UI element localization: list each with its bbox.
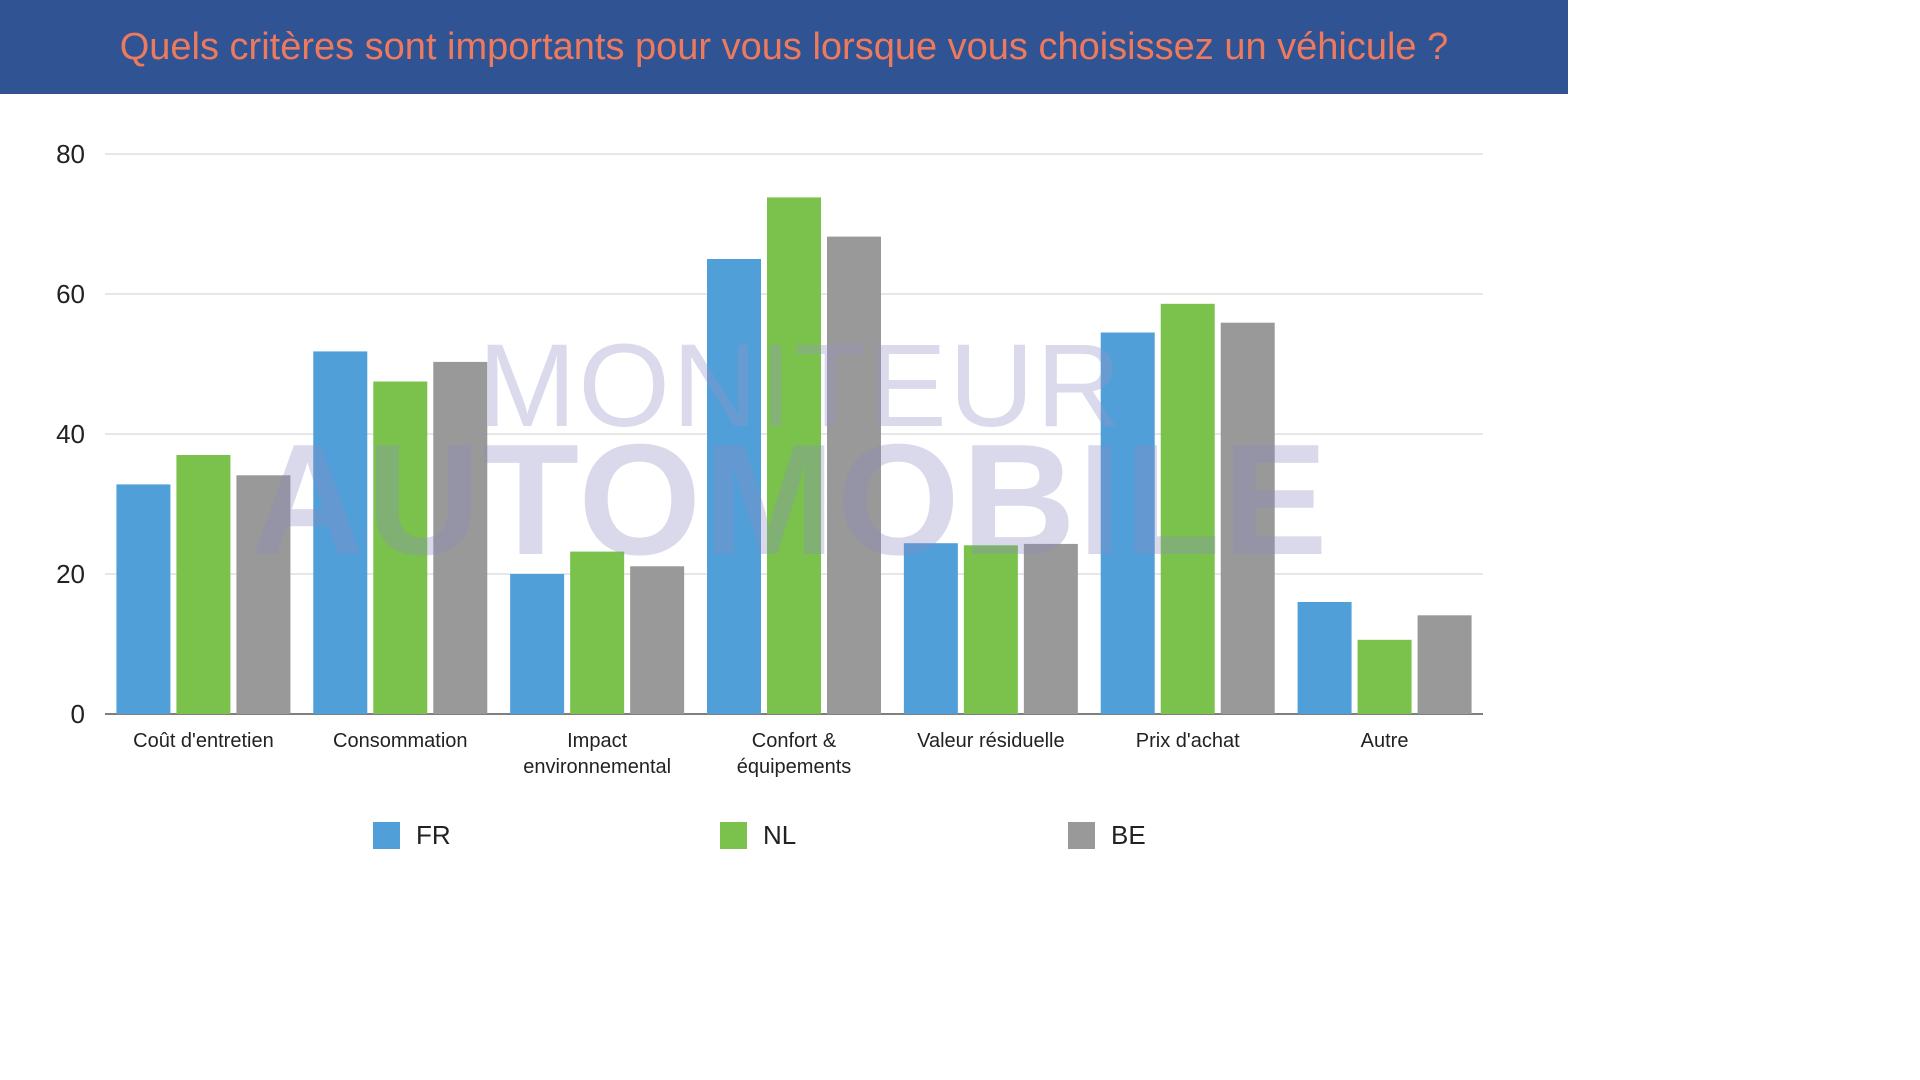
bar-fr bbox=[1100, 332, 1155, 714]
y-tick-label: 0 bbox=[71, 699, 85, 729]
x-tick-label: environnemental bbox=[523, 756, 671, 778]
legend-label-fr: FR bbox=[416, 820, 451, 850]
bar-nl bbox=[1357, 639, 1412, 714]
x-tick-label: Prix d'achat bbox=[1136, 730, 1240, 752]
chart-title: Quels critères sont importants pour vous… bbox=[119, 25, 1449, 68]
legend-swatch-nl bbox=[720, 822, 747, 849]
bar-nl bbox=[963, 545, 1018, 714]
bar-be bbox=[630, 566, 685, 714]
bar-chart: 0 20 40 60 80 Coût d'entretien Consommation Imp… bbox=[56, 139, 1483, 778]
bar-fr bbox=[510, 574, 565, 714]
legend-label-be: BE bbox=[1111, 820, 1146, 850]
bar-nl bbox=[767, 197, 821, 714]
legend-swatch-fr bbox=[373, 822, 400, 849]
legend-item-fr: FR bbox=[373, 820, 451, 851]
x-tick-label: Confort & bbox=[752, 730, 837, 752]
bar-be bbox=[1220, 322, 1275, 714]
x-tick-label: Valeur résiduelle bbox=[917, 730, 1065, 752]
y-tick-label: 80 bbox=[56, 139, 85, 169]
legend-item-be: BE bbox=[1068, 820, 1146, 851]
x-tick-label: équipements bbox=[737, 756, 852, 778]
legend-label-nl: NL bbox=[763, 820, 797, 850]
bar-fr bbox=[1297, 602, 1352, 714]
bar-be bbox=[433, 361, 488, 714]
bar-fr bbox=[313, 351, 368, 714]
bar-fr bbox=[707, 259, 761, 714]
bar-fr bbox=[116, 484, 171, 714]
legend: FR NL BE bbox=[0, 820, 1568, 856]
y-tick-label: 60 bbox=[56, 279, 85, 309]
x-tick-label: Consommation bbox=[333, 730, 468, 752]
chart-header: Quels critères sont importants pour vous… bbox=[0, 0, 1568, 94]
bar-be bbox=[1023, 543, 1078, 714]
legend-item-nl: NL bbox=[720, 820, 796, 851]
x-tick-label: Impact bbox=[567, 730, 627, 752]
bar-fr bbox=[903, 543, 958, 714]
bar-be bbox=[236, 475, 291, 714]
x-tick-label: Autre bbox=[1361, 730, 1409, 752]
bar-be bbox=[1417, 615, 1472, 714]
bar-nl bbox=[570, 551, 625, 714]
x-tick-label: Coût d'entretien bbox=[133, 730, 274, 752]
bar-nl bbox=[373, 381, 428, 714]
bar-nl bbox=[1160, 303, 1215, 714]
bar-be bbox=[827, 236, 881, 714]
bar-nl bbox=[176, 455, 231, 714]
legend-swatch-be bbox=[1068, 822, 1095, 849]
y-tick-label: 40 bbox=[56, 419, 85, 449]
y-tick-label: 20 bbox=[56, 559, 85, 589]
